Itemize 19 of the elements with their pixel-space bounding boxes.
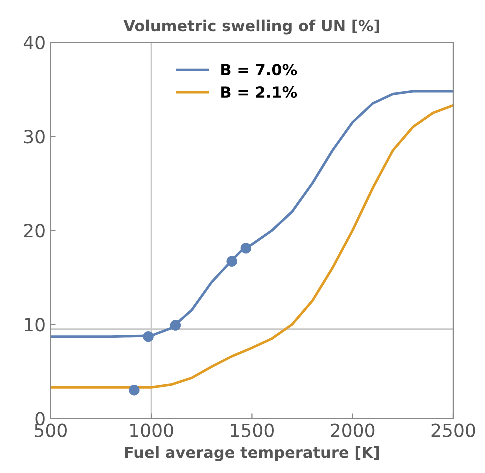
x-tick-label: 2000 [331,424,375,438]
y-tick-label: 30 [24,130,45,144]
x-axis-title: Fuel average temperature [K] [125,446,380,462]
point [170,320,182,331]
x-tick-label: 1000 [130,424,174,438]
chart-title: Volumetric swelling of UN [%] [124,20,380,35]
point [226,256,238,267]
y-tick-label: 40 [24,36,45,50]
x-tick-label: 2500 [432,424,476,438]
x-tick-label: 1500 [231,424,274,438]
x-tick-label: 500 [35,424,67,438]
legend-label: B = 2.1% [222,86,298,98]
point [143,331,154,342]
point [240,243,252,254]
point [129,385,140,396]
line-series [50,104,454,389]
y-tick-label: 10 [25,318,45,332]
legend-label: B = 7.0% [222,64,298,76]
y-tick-label: 20 [24,224,45,238]
